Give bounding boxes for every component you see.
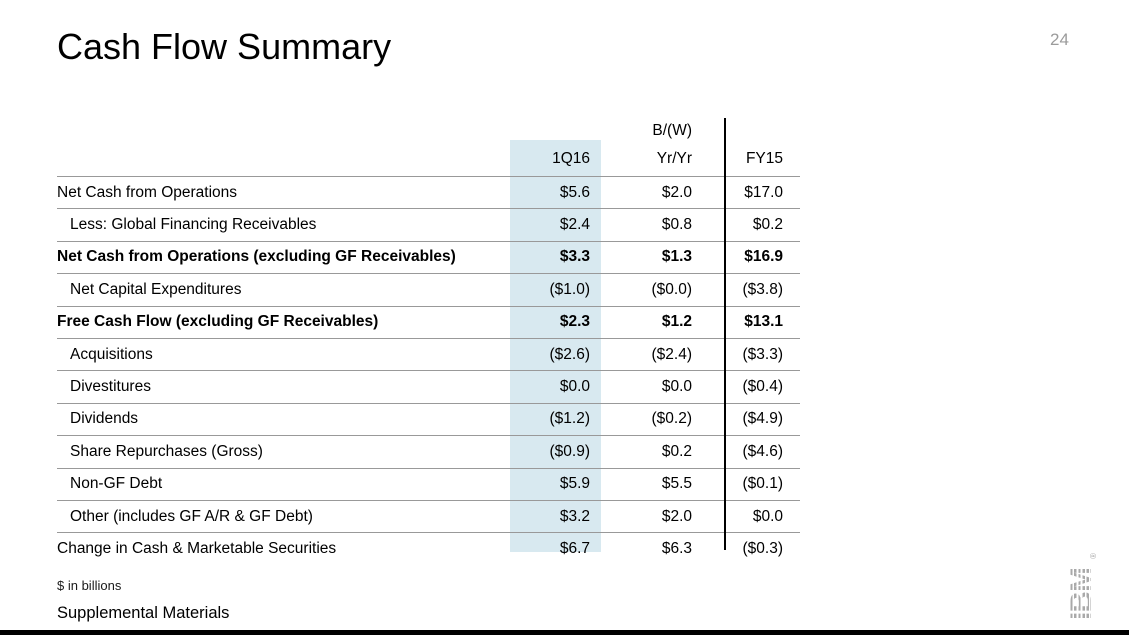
fy15-divider-line — [724, 118, 726, 550]
row-label: Net Cash from Operations — [57, 183, 238, 201]
table-row: Net Cash from Operations $5.6 $2.0 $17.0 — [57, 176, 800, 208]
cell-yryr: $0.2 — [661, 442, 692, 460]
cell-fy15: ($0.3) — [742, 539, 784, 557]
table-row: Share Repurchases (Gross) ($0.9) $0.2 ($… — [57, 435, 800, 467]
column-header-fy15: FY15 — [745, 149, 783, 167]
cell-yryr: ($2.4) — [651, 345, 693, 363]
table-row-subtotal: Free Cash Flow (excluding GF Receivables… — [57, 305, 800, 338]
table-row: Other (includes GF A/R & GF Debt) $3.2 $… — [57, 499, 800, 532]
table-header-row-1: B/(W) — [57, 110, 800, 141]
bottom-black-bar — [0, 630, 1129, 635]
table-row: Divestitures $0.0 $0.0 ($0.4) — [57, 370, 800, 402]
cell-yryr: $0.0 — [661, 378, 692, 396]
footer-label: Supplemental Materials — [57, 604, 230, 622]
cell-fy15: $13.1 — [744, 313, 783, 331]
table-row: Less: Global Financing Receivables $2.4 … — [57, 208, 800, 240]
cell-yryr: $1.2 — [661, 313, 692, 331]
cell-1q16: ($0.9) — [549, 442, 591, 460]
row-label: Other (includes GF A/R & GF Debt) — [70, 507, 313, 525]
cell-fy15: ($0.1) — [742, 475, 784, 493]
table-row-subtotal: Net Cash from Operations (excluding GF R… — [57, 240, 800, 273]
column-header-yryr: Yr/Yr — [656, 149, 692, 167]
cell-yryr: $1.3 — [661, 248, 692, 266]
cell-1q16: $2.3 — [559, 313, 590, 331]
footnote: $ in billions — [57, 578, 122, 593]
cell-1q16: $5.6 — [559, 183, 590, 201]
cell-1q16: $5.9 — [559, 475, 590, 493]
cell-1q16: $3.3 — [559, 248, 590, 266]
table-row: Dividends ($1.2) ($0.2) ($4.9) — [57, 402, 800, 435]
table-header-row-2: 1Q16 Yr/Yr FY15 — [57, 141, 800, 176]
cell-1q16: $6.7 — [559, 539, 590, 557]
cell-fy15: $16.9 — [744, 248, 783, 266]
cash-flow-table: B/(W) 1Q16 Yr/Yr FY15 Net Cash from Oper… — [57, 110, 800, 565]
row-label: Less: Global Financing Receivables — [70, 216, 317, 234]
row-label: Dividends — [70, 410, 139, 428]
cell-fy15: $17.0 — [744, 183, 783, 201]
row-label: Free Cash Flow (excluding GF Receivables… — [57, 313, 379, 331]
cell-fy15: $0.0 — [752, 507, 783, 525]
cell-yryr: $6.3 — [661, 539, 692, 557]
column-header-1q16: 1Q16 — [552, 149, 590, 167]
row-label: Net Cash from Operations (excluding GF R… — [57, 248, 456, 266]
cell-1q16: $3.2 — [559, 507, 590, 525]
cell-yryr: $2.0 — [661, 183, 692, 201]
cell-fy15: ($3.8) — [742, 280, 784, 298]
table-row: Change in Cash & Marketable Securities $… — [57, 532, 800, 564]
cell-1q16: ($1.2) — [549, 410, 591, 428]
cell-fy15: ($0.4) — [742, 378, 784, 396]
cell-yryr: $5.5 — [661, 475, 692, 493]
cell-fy15: $0.2 — [752, 216, 783, 234]
cell-1q16: ($1.0) — [549, 280, 591, 298]
cell-1q16: ($2.6) — [549, 345, 591, 363]
ibm-logo: IBM ® — [1065, 553, 1098, 620]
cell-fy15: ($4.9) — [742, 410, 784, 428]
cell-yryr: $2.0 — [661, 507, 692, 525]
table-row: Net Capital Expenditures ($1.0) ($0.0) (… — [57, 273, 800, 305]
cell-yryr: $0.8 — [661, 216, 692, 234]
cell-yryr: ($0.2) — [651, 410, 693, 428]
column-header-bw: B/(W) — [652, 122, 692, 139]
row-label: Acquisitions — [70, 345, 153, 363]
cell-fy15: ($4.6) — [742, 442, 784, 460]
page-title: Cash Flow Summary — [57, 26, 392, 67]
registered-trademark-icon: ® — [1089, 553, 1098, 559]
table-row: Acquisitions ($2.6) ($2.4) ($3.3) — [57, 337, 800, 370]
cell-1q16: $2.4 — [559, 216, 590, 234]
row-label: Share Repurchases (Gross) — [70, 442, 263, 460]
page-number: 24 — [1050, 30, 1069, 49]
table-row: Non-GF Debt $5.9 $5.5 ($0.1) — [57, 467, 800, 500]
cell-fy15: ($3.3) — [742, 345, 784, 363]
cell-yryr: ($0.0) — [651, 280, 693, 298]
cell-1q16: $0.0 — [559, 378, 590, 396]
row-label: Net Capital Expenditures — [70, 280, 242, 298]
row-label: Divestitures — [70, 378, 151, 396]
row-label: Change in Cash & Marketable Securities — [57, 539, 337, 557]
row-label: Non-GF Debt — [70, 475, 163, 493]
ibm-logo-text: IBM — [1065, 568, 1098, 620]
